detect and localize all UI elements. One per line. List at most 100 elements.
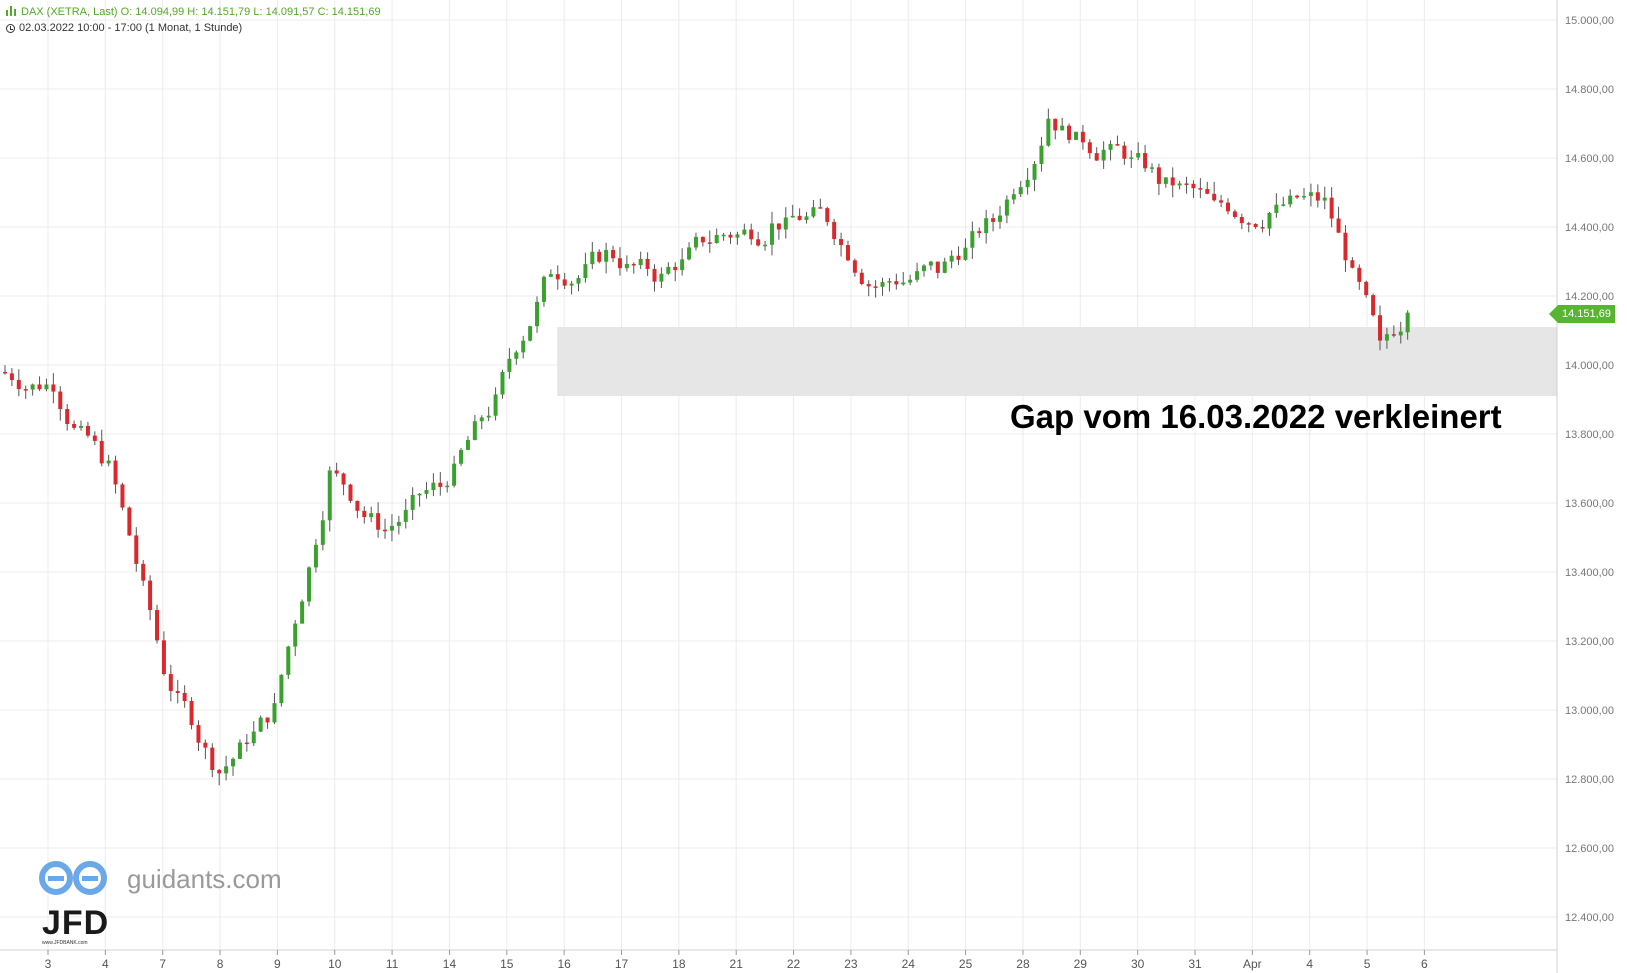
- candle-up: [521, 340, 526, 353]
- x-tick-label: 4: [1306, 957, 1313, 971]
- candle-up: [237, 742, 242, 759]
- candle-up: [320, 520, 325, 545]
- candle-down: [728, 234, 733, 238]
- ohlc-text: DAX (XETRA, Last) O: 14.094,99 H: 14.151…: [21, 6, 381, 18]
- candle-down: [1378, 315, 1383, 341]
- candle-down: [1053, 118, 1058, 131]
- candle-up: [659, 273, 664, 282]
- candle-down: [611, 249, 616, 259]
- candle-down: [1253, 223, 1258, 228]
- candle-down: [839, 239, 844, 246]
- y-tick-label: 14.400,00: [1565, 222, 1614, 234]
- x-tick-label: 21: [730, 957, 744, 971]
- candle-down: [334, 470, 339, 474]
- candle-up: [30, 384, 35, 390]
- candle-down: [700, 236, 705, 243]
- candle-down: [977, 231, 982, 234]
- candle-down: [1364, 281, 1369, 296]
- candle-down: [1350, 260, 1355, 268]
- x-tick-label: 31: [1188, 957, 1202, 971]
- candle-up: [1025, 179, 1030, 188]
- candle-up: [687, 247, 692, 260]
- candle-down: [210, 747, 215, 771]
- candle-down: [776, 223, 781, 230]
- candle-up: [514, 352, 519, 359]
- candle-down: [58, 391, 63, 410]
- x-tick-label: Apr: [1243, 957, 1262, 971]
- x-tick-label: 22: [787, 957, 801, 971]
- candle-up: [693, 236, 698, 248]
- candle-up: [638, 258, 643, 266]
- candle-up: [970, 231, 975, 248]
- candle-down: [818, 207, 823, 209]
- candle-up: [666, 266, 671, 274]
- candle-up: [507, 358, 512, 372]
- candle-down: [1156, 167, 1161, 184]
- candle-up: [1163, 177, 1168, 184]
- candle-up: [486, 415, 491, 418]
- candle-up: [479, 417, 484, 422]
- candle-up: [887, 281, 892, 283]
- candle-up: [576, 278, 581, 284]
- y-tick-label: 13.200,00: [1565, 636, 1614, 648]
- candle-up: [272, 703, 277, 723]
- candle-down: [1226, 202, 1231, 212]
- candle-up: [258, 717, 263, 732]
- candle-down: [1315, 192, 1320, 201]
- candle-up: [548, 274, 553, 277]
- candle-up: [769, 223, 774, 245]
- y-tick-label: 13.400,00: [1565, 567, 1614, 579]
- x-tick-label: 28: [1016, 957, 1030, 971]
- candle-down: [1087, 142, 1092, 154]
- candle-up: [307, 567, 312, 602]
- candle-down: [555, 274, 560, 280]
- y-tick-label: 12.600,00: [1565, 843, 1614, 855]
- candle-up: [804, 216, 809, 220]
- candle-up: [735, 234, 740, 238]
- candle-down: [134, 535, 139, 564]
- candle-up: [293, 623, 298, 647]
- candle-up: [251, 731, 256, 744]
- y-tick-label: 14.800,00: [1565, 84, 1614, 96]
- x-tick-label: 29: [1074, 957, 1088, 971]
- candle-down: [1260, 227, 1265, 229]
- candle-up: [445, 485, 450, 488]
- candle-up: [604, 249, 609, 262]
- candle-down: [652, 268, 657, 282]
- y-tick-label: 12.400,00: [1565, 912, 1614, 924]
- candle-up: [44, 384, 49, 390]
- x-tick-label: 9: [274, 957, 281, 971]
- candle-down: [16, 379, 21, 390]
- candle-up: [624, 263, 629, 269]
- x-axis: 3 4 7 8 9 10 11 14 15 16 17 18 21 22 23 24 25 28 29 30 31 Apr…: [0, 949, 1557, 971]
- candle-up: [1302, 195, 1307, 198]
- candle-down: [85, 425, 90, 436]
- candle-down: [244, 742, 249, 745]
- candle-up: [1039, 145, 1044, 164]
- candle-down: [845, 245, 850, 261]
- candle-up: [403, 509, 408, 522]
- candle-down: [376, 513, 381, 530]
- candle-up: [1288, 195, 1293, 205]
- candle-up: [1073, 131, 1078, 140]
- candle-up: [783, 217, 788, 230]
- candle-down: [1080, 131, 1085, 143]
- candle-up: [880, 282, 885, 287]
- candle-up: [1274, 204, 1279, 213]
- candle-up: [410, 494, 415, 510]
- x-tick-label: 18: [672, 957, 686, 971]
- x-tick-label: 7: [159, 957, 166, 971]
- candle-down: [1205, 189, 1210, 194]
- candle-down: [1191, 183, 1196, 189]
- x-tick-label: 3: [45, 957, 52, 971]
- candle-up: [541, 276, 546, 302]
- x-tick-label: 11: [386, 957, 399, 971]
- candle-bars-icon: [6, 6, 17, 16]
- candle-up: [389, 525, 394, 531]
- candle-down: [873, 286, 878, 288]
- candle-down: [1219, 200, 1224, 203]
- guidants-brand: guidants.com: [127, 864, 282, 894]
- candle-down: [99, 440, 104, 464]
- candle-down: [182, 692, 187, 702]
